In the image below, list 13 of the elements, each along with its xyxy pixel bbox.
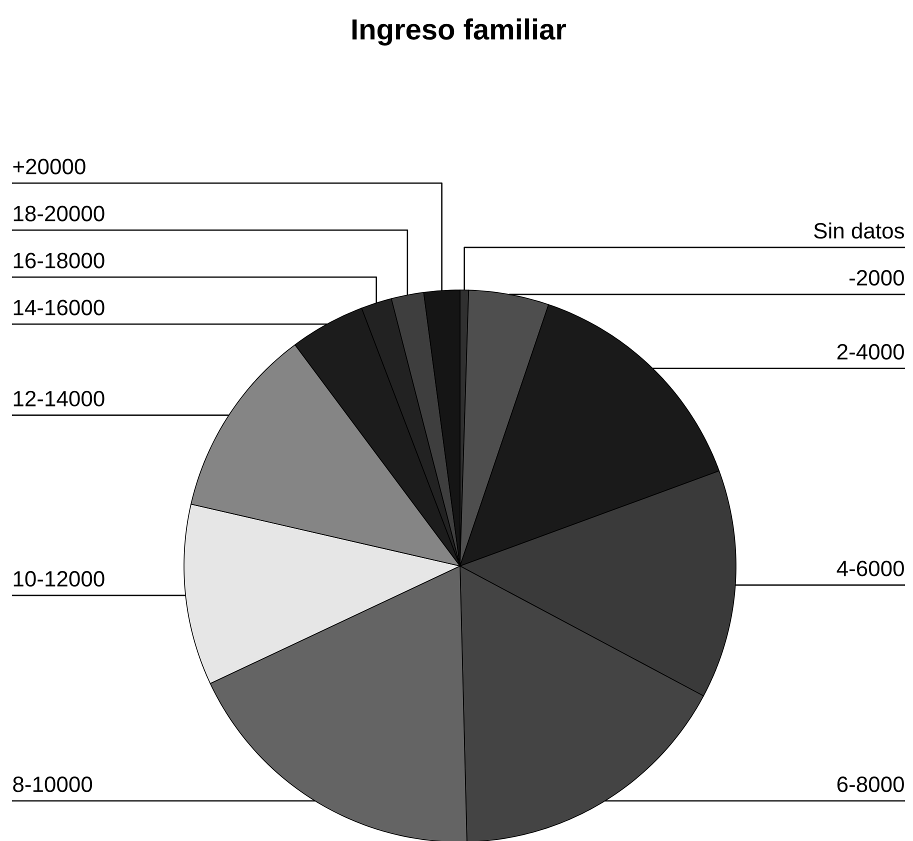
slice-label: Sin datos: [814, 222, 904, 239]
slice-label: -2000: [850, 270, 904, 286]
slice-label: 16-18000: [14, 252, 104, 268]
slice-label: 8-10000: [13, 776, 92, 792]
slice-label: 12-14000: [14, 390, 104, 406]
chart-title: Ingreso familiar: [352, 18, 566, 46]
slice-label: 6-8000: [837, 776, 904, 792]
slice-label: 4-6000: [836, 560, 904, 576]
slice-label: 2-4000: [837, 344, 904, 360]
slice-label: 10-12000: [14, 571, 104, 587]
slice-label: +20000: [13, 158, 86, 174]
slice-label: 14-16000: [14, 300, 104, 316]
slice-label: 18-20000: [14, 206, 104, 222]
